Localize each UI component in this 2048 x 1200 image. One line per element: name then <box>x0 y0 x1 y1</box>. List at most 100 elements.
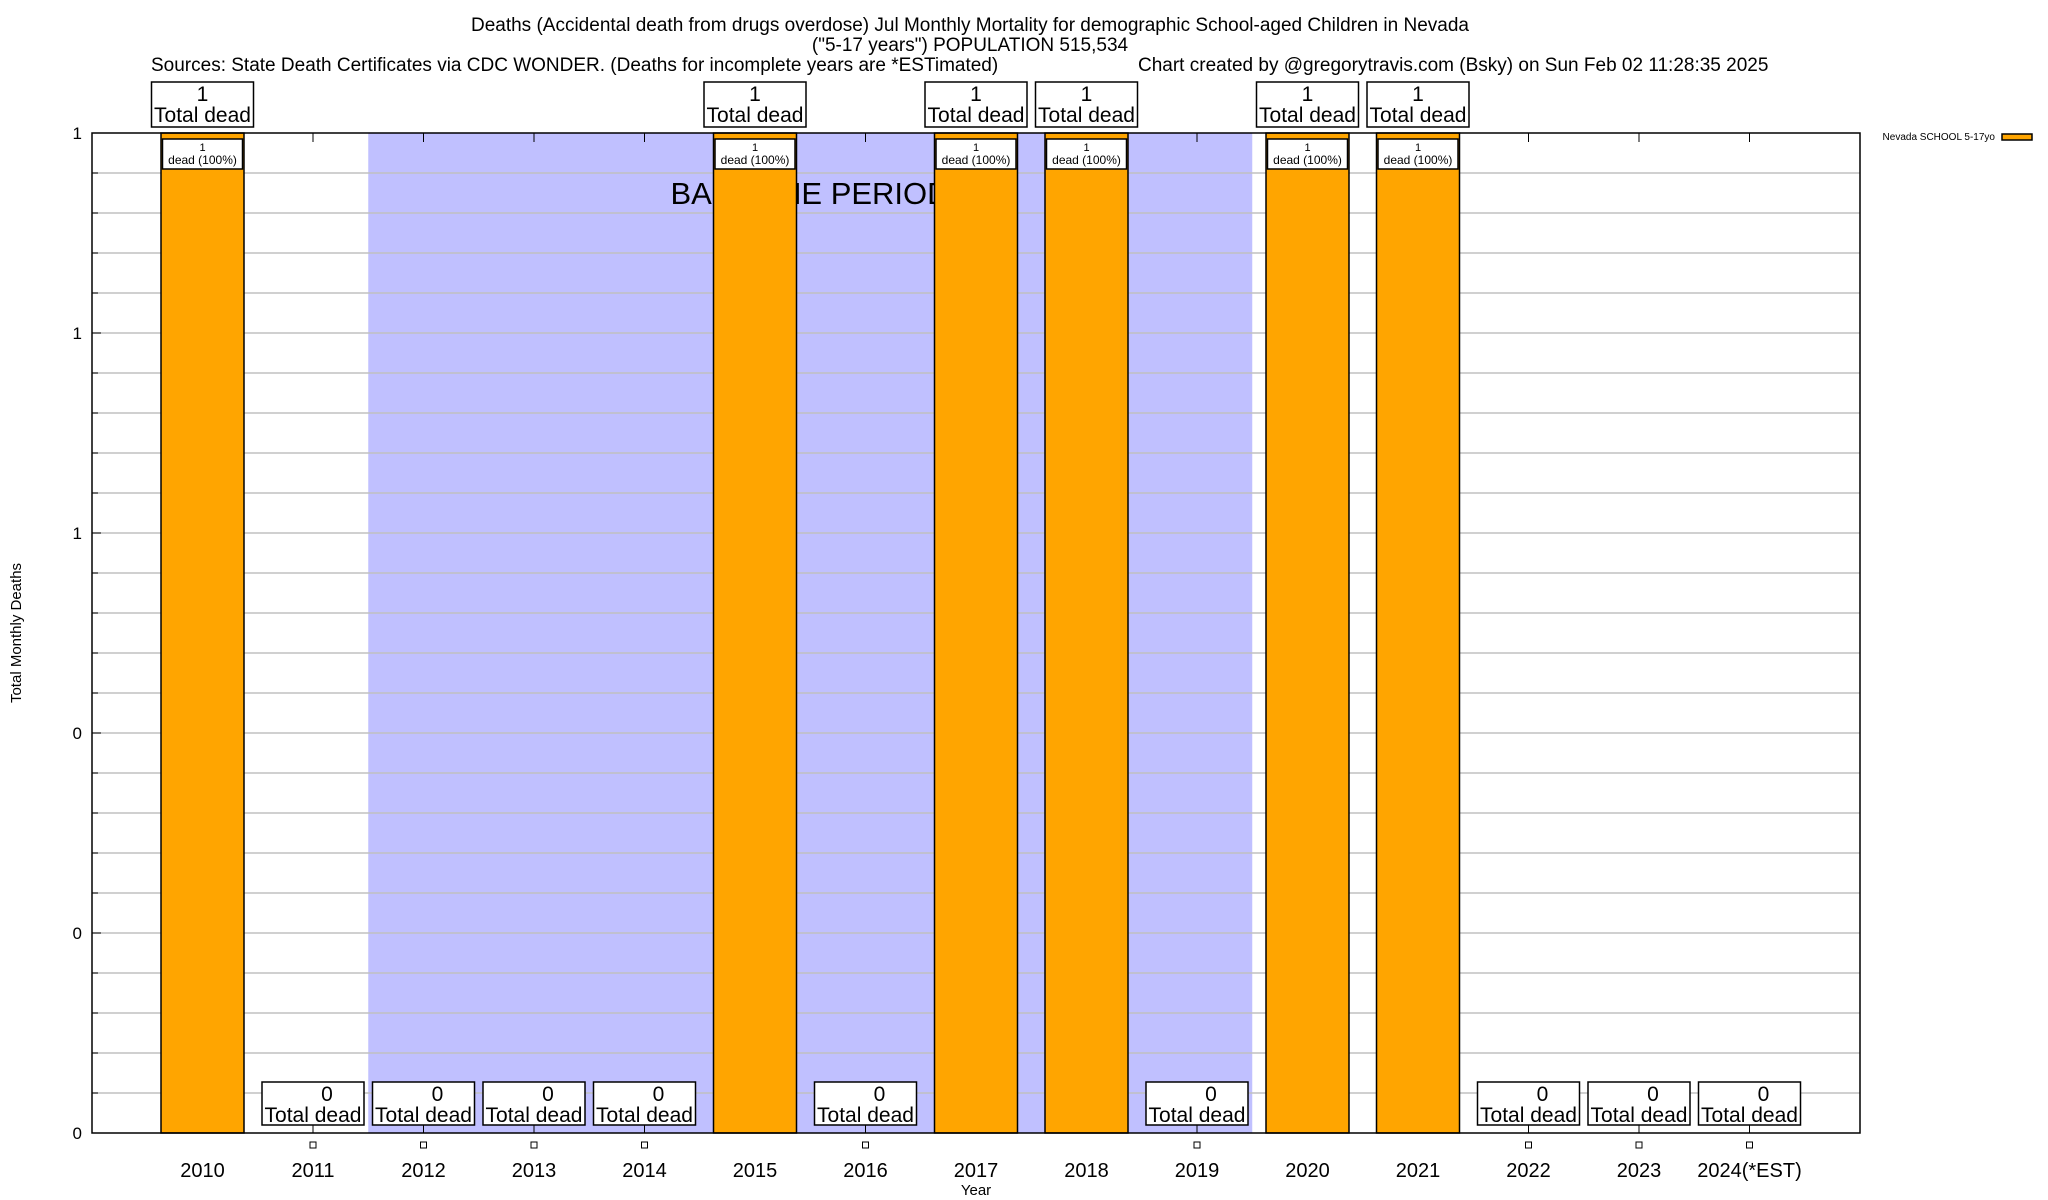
bar-label-pct: dead (100%) <box>942 153 1011 167</box>
zero-point-marker <box>1525 1141 1532 1149</box>
y-tick-label: 1 <box>73 124 82 143</box>
x-tick-label: 2019 <box>1175 1160 1220 1182</box>
y-axis-label: Total Monthly Deaths <box>8 563 25 703</box>
total-label-box <box>703 81 807 128</box>
total-label-count: 1 <box>749 83 761 106</box>
total-label-text: Total dead <box>817 1104 914 1127</box>
x-tick-label: 2010 <box>180 1160 225 1182</box>
total-label-count: 0 <box>432 1083 444 1106</box>
total-label-text: Total dead <box>1591 1104 1688 1127</box>
total-label-text: Total dead <box>707 104 804 127</box>
zero-point-marker <box>1746 1141 1753 1149</box>
chart-sources: Sources: State Death Certificates via CD… <box>151 55 998 76</box>
bar-label-count: 1 <box>1415 142 1421 154</box>
plot-border <box>91 132 1861 1134</box>
total-label-text: Total dead <box>486 1104 583 1127</box>
bar-2021 <box>1375 132 1461 1134</box>
y-tick-label: 1 <box>73 524 82 543</box>
x-tick-label: 2016 <box>843 1160 888 1182</box>
bar-label-count: 1 <box>973 142 979 154</box>
x-tick-label: 2011 <box>291 1160 334 1182</box>
chart-title-line-2: ("5-17 years") POPULATION 515,534 <box>812 35 1129 56</box>
total-label-count: 0 <box>1537 1083 1549 1106</box>
total-label-box <box>1145 1081 1249 1126</box>
x-tick-label: 2022 <box>1506 1160 1551 1182</box>
total-label-box <box>813 1081 918 1126</box>
total-label-box <box>592 1081 697 1126</box>
zero-point-marker <box>420 1141 427 1149</box>
bar-label-count: 1 <box>199 142 205 154</box>
total-label-text: Total dead <box>154 104 251 127</box>
total-label-text: Total dead <box>1370 104 1467 127</box>
total-label-count: 0 <box>653 1083 665 1106</box>
zero-point-marker <box>1193 1141 1201 1149</box>
bar-2020 <box>1265 132 1350 1134</box>
total-label-box <box>482 1081 586 1126</box>
y-tick-label: 0 <box>73 724 82 743</box>
bar-label-pct: dead (100%) <box>168 153 237 167</box>
bar-label-box <box>161 138 244 170</box>
bar-label-pct: dead (100%) <box>1384 153 1453 167</box>
zero-point-marker <box>862 1141 869 1149</box>
total-label-box <box>261 1081 365 1126</box>
total-label-box <box>371 1081 476 1126</box>
bar-2010 <box>160 132 245 1134</box>
total-label-box <box>1034 81 1139 128</box>
total-label-count: 0 <box>542 1083 554 1106</box>
chart-title-line-1: Deaths (Accidental death from drugs over… <box>471 15 1469 36</box>
x-tick-label: 2017 <box>954 1160 999 1182</box>
legend-label: Nevada SCHOOL 5-17yo <box>1883 132 1996 143</box>
bar-label-box <box>1266 138 1349 170</box>
bar-2018 <box>1044 132 1129 1134</box>
bar-label-pct: dead (100%) <box>1052 153 1121 167</box>
total-label-count: 0 <box>1647 1083 1659 1106</box>
total-label-count: 0 <box>1205 1083 1217 1106</box>
x-axis-label: Year <box>961 1182 991 1199</box>
total-label-text: Total dead <box>265 1104 362 1127</box>
total-label-count: 1 <box>1302 83 1314 106</box>
x-tick-label: 2023 <box>1617 1160 1662 1182</box>
zero-point-marker <box>309 1141 317 1149</box>
bar-label-count: 1 <box>1083 142 1089 154</box>
legend-swatch <box>2001 133 2033 141</box>
total-label-box <box>1476 1081 1581 1126</box>
bar-label-count: 1 <box>752 142 758 154</box>
total-label-text: Total dead <box>596 1104 693 1127</box>
baseline-period-label: BASELINE PERIOD <box>670 176 949 211</box>
x-tick-label: 2014 <box>622 1160 667 1182</box>
zero-point-marker <box>530 1141 538 1149</box>
bar-label-pct: dead (100%) <box>1273 153 1342 167</box>
x-tick-label: 2020 <box>1285 1160 1330 1182</box>
total-label-box <box>150 81 255 128</box>
x-tick-label: 2013 <box>512 1160 557 1182</box>
total-label-count: 0 <box>1758 1083 1770 1106</box>
total-label-box <box>1366 81 1470 128</box>
bar-label-pct: dead (100%) <box>721 153 790 167</box>
y-tick-label: 0 <box>73 1124 82 1143</box>
total-label-text: Total dead <box>1149 1104 1246 1127</box>
total-label-text: Total dead <box>928 104 1025 127</box>
bar-label-box <box>714 138 796 170</box>
total-label-count: 1 <box>1081 83 1093 106</box>
y-tick-label: 1 <box>73 324 82 343</box>
total-label-count: 0 <box>321 1083 333 1106</box>
total-label-box <box>1697 1081 1802 1126</box>
bar-2017 <box>933 132 1019 1134</box>
total-label-text: Total dead <box>1259 104 1356 127</box>
total-label-count: 0 <box>874 1083 886 1106</box>
bar-label-box <box>935 138 1017 170</box>
x-tick-label: 2012 <box>401 1160 446 1182</box>
bar-label-count: 1 <box>1304 142 1310 154</box>
total-label-box <box>1255 81 1360 128</box>
bar-label-box <box>1045 138 1128 170</box>
total-label-count: 1 <box>970 83 982 106</box>
bar-2015 <box>712 132 798 1134</box>
total-label-text: Total dead <box>1701 1104 1798 1127</box>
x-tick-label: 2024(*EST) <box>1697 1160 1802 1182</box>
total-label-count: 1 <box>197 83 209 106</box>
total-label-count: 1 <box>1412 83 1424 106</box>
y-tick-label: 0 <box>73 924 82 943</box>
x-tick-label: 2015 <box>733 1160 778 1182</box>
zero-point-marker <box>641 1141 648 1149</box>
